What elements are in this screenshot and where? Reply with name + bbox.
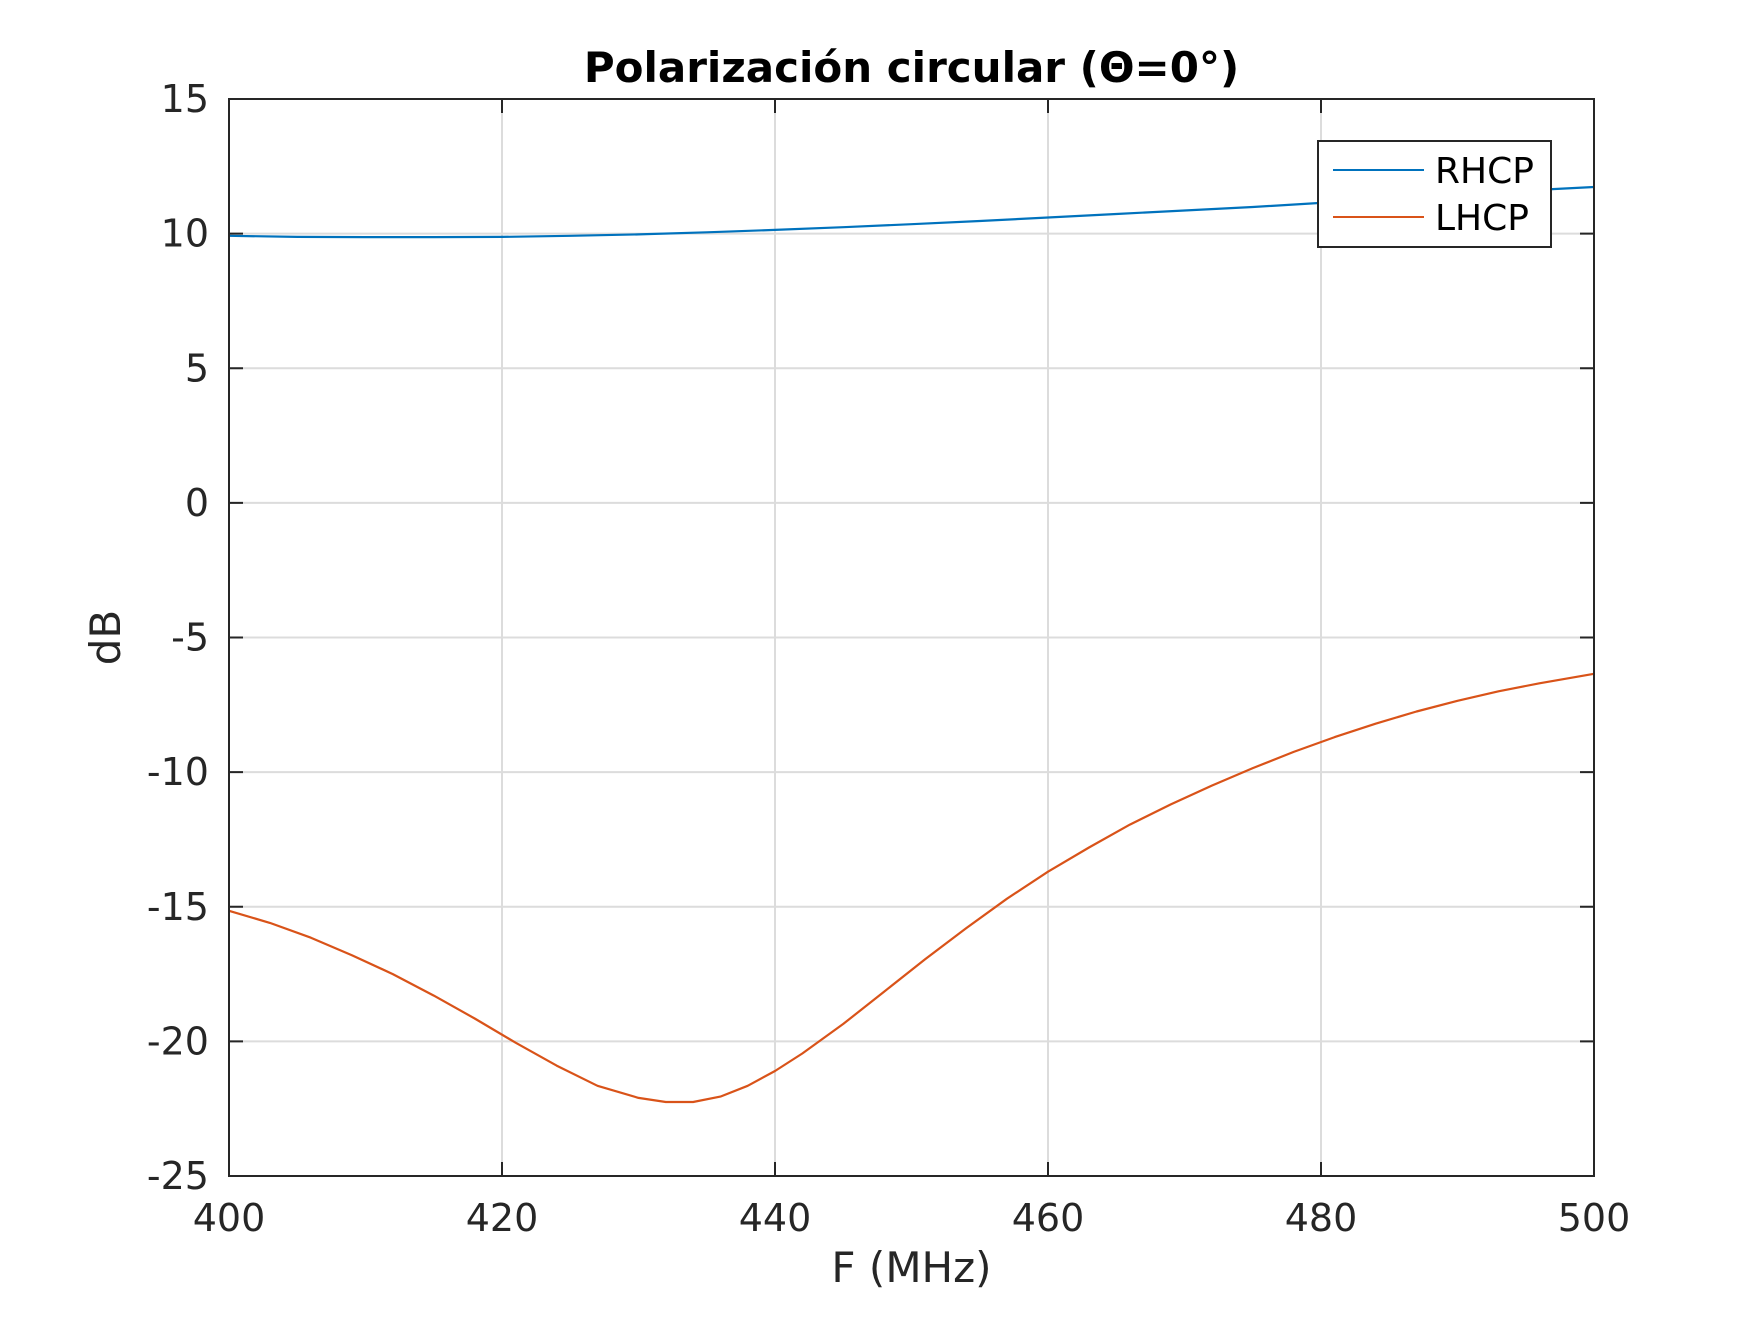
y-tick-labels: 15 10 5 0 -5 -10 -15 -20 -25 (147, 77, 209, 1198)
x-tick-label: 480 (1285, 1196, 1358, 1240)
x-tick-labels: 400 420 440 460 480 500 (193, 1196, 1631, 1240)
chart-title: Polarización circular (Θ=0°) (584, 43, 1239, 92)
legend-label-lhcp: LHCP (1435, 198, 1529, 239)
x-tick-label: 460 (1012, 1196, 1085, 1240)
y-tick-label: -10 (147, 750, 209, 794)
x-tick-label: 420 (466, 1196, 539, 1240)
x-tick-label: 400 (193, 1196, 266, 1240)
series-line-lhcp (228, 672, 1595, 1104)
legend: RHCP LHCP (1317, 140, 1552, 248)
grid (229, 99, 1594, 1176)
legend-box (1317, 140, 1552, 248)
legend-label-rhcp: RHCP (1435, 151, 1534, 192)
ticks (228, 98, 1595, 1177)
x-tick-label: 440 (739, 1196, 812, 1240)
y-tick-label: -20 (147, 1019, 209, 1063)
x-axis-label: F (MHz) (831, 1243, 991, 1292)
y-axis-label: dB (81, 610, 130, 665)
y-tick-label: -15 (147, 885, 209, 929)
y-tick-label: -25 (147, 1154, 209, 1198)
y-tick-label: 15 (161, 77, 209, 121)
y-tick-label: -5 (171, 616, 209, 660)
y-tick-label: 5 (185, 346, 209, 390)
x-tick-label: 500 (1558, 1196, 1631, 1240)
y-tick-label: 10 (161, 212, 209, 256)
y-tick-label: 0 (185, 481, 209, 525)
